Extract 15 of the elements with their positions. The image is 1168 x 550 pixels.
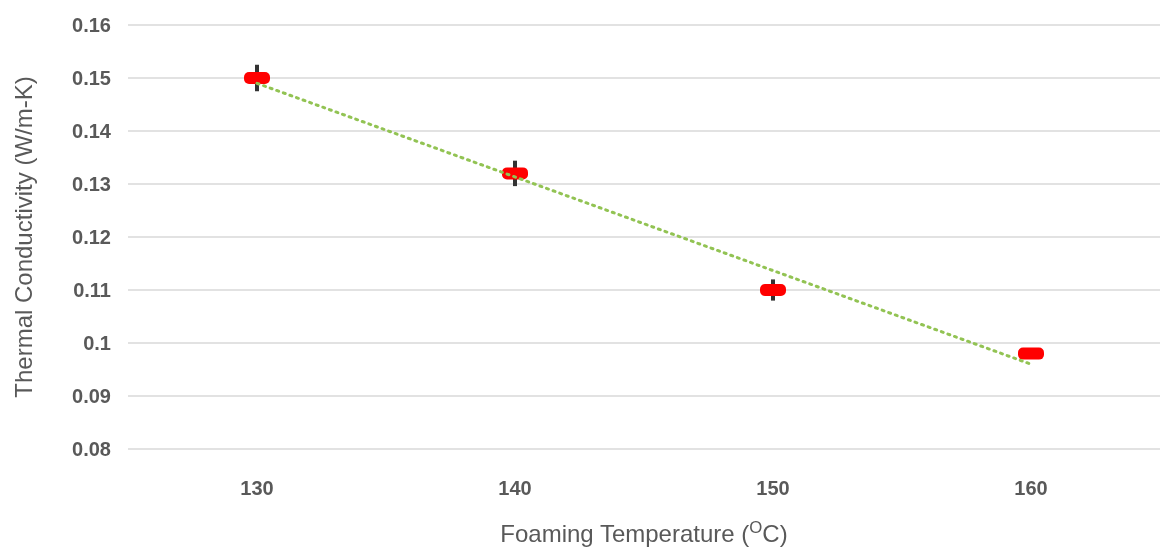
y-tick-label: 0.11 (73, 279, 111, 301)
y-tick-label: 0.15 (72, 67, 111, 89)
x-tick-label: 160 (1014, 477, 1048, 499)
y-tick-label: 0.16 (72, 14, 111, 36)
y-tick-label: 0.12 (72, 226, 111, 248)
y-tick-label: 0.09 (72, 385, 111, 407)
y-tick-label: 0.14 (72, 120, 112, 142)
x-tick-label: 140 (498, 477, 532, 499)
y-tick-label: 0.13 (72, 173, 111, 195)
x-tick-label: 150 (756, 477, 790, 499)
x-axis-title: Foaming Temperature ($^{O}$C) (500, 517, 788, 547)
x-tick-label: 130 (240, 477, 274, 499)
y-tick-label: 0.08 (72, 438, 111, 460)
y-tick-label: 0.1 (83, 332, 111, 354)
y-axis-title: Thermal Conductivity (W/m-K) (10, 76, 37, 398)
